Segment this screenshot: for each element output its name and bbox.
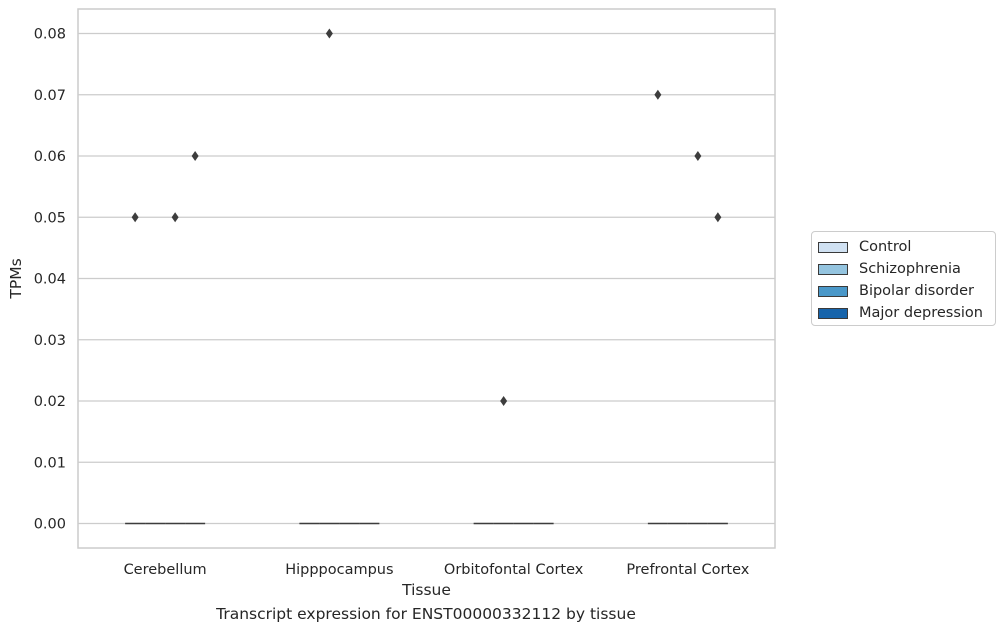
legend-label: Schizophrenia bbox=[859, 261, 961, 277]
x-axis-label: Tissue bbox=[401, 581, 451, 599]
outlier-point bbox=[191, 151, 199, 161]
plot-frame bbox=[77, 8, 776, 549]
legend-item: Schizophrenia bbox=[818, 258, 995, 280]
legend-swatch bbox=[818, 263, 848, 275]
outlier-point bbox=[500, 396, 508, 406]
legend-label: Control bbox=[859, 239, 912, 255]
legend: Control Schizophrenia Bipolar disorder Majo… bbox=[811, 231, 996, 326]
y-tick-label: 0.01 bbox=[34, 455, 66, 471]
x-tick-label: Hipppocampus bbox=[285, 562, 393, 578]
legend-item: Control bbox=[818, 236, 995, 258]
y-tick-label: 0.07 bbox=[34, 88, 66, 104]
legend-label: Major depression bbox=[859, 305, 983, 321]
outlier-point bbox=[325, 28, 333, 39]
legend-label: Bipolar disorder bbox=[859, 283, 974, 299]
outlier-point bbox=[131, 212, 139, 223]
y-tick-label: 0.00 bbox=[34, 517, 66, 533]
y-tick-label: 0.06 bbox=[34, 149, 66, 165]
legend-swatch bbox=[818, 241, 848, 253]
y-axis-label: TPMs bbox=[7, 258, 25, 299]
outlier-point bbox=[171, 212, 179, 223]
x-tick-label: Orbitofontal Cortex bbox=[444, 562, 584, 578]
x-tick-label: Prefrontal Cortex bbox=[626, 562, 749, 578]
y-tick-label: 0.02 bbox=[34, 394, 66, 410]
y-tick-label: 0.08 bbox=[34, 27, 66, 43]
chart-caption: Transcript expression for ENST0000033211… bbox=[216, 605, 636, 623]
y-tick-label: 0.04 bbox=[34, 272, 66, 288]
y-tick-label: 0.03 bbox=[34, 333, 66, 349]
x-tick-label: Cerebellum bbox=[124, 562, 207, 578]
legend-swatch bbox=[818, 285, 848, 297]
outlier-point bbox=[654, 89, 662, 100]
legend-item: Major depression bbox=[818, 302, 995, 324]
outlier-point bbox=[714, 212, 722, 223]
legend-item: Bipolar disorder bbox=[818, 280, 995, 302]
legend-swatch bbox=[818, 307, 848, 319]
y-tick-label: 0.05 bbox=[34, 210, 66, 226]
outlier-point bbox=[694, 151, 702, 161]
